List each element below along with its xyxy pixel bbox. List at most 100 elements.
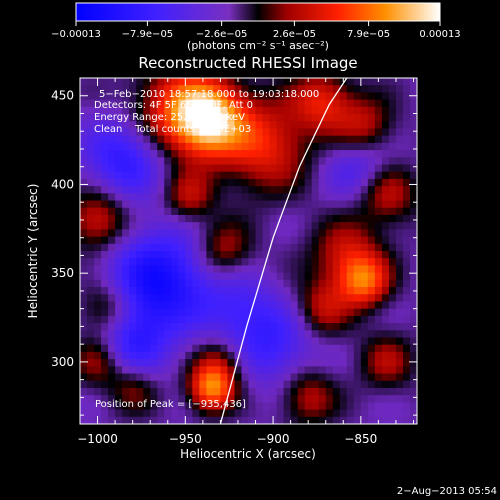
- heatmap-cell: [94, 279, 102, 288]
- heatmap-cell: [206, 294, 214, 303]
- heatmap-cell: [136, 265, 144, 274]
- heatmap-cell: [227, 416, 236, 424]
- heatmap-cell: [150, 402, 158, 411]
- heatmap-cell: [171, 330, 179, 339]
- heatmap-cell: [220, 344, 229, 353]
- heatmap-cell: [339, 359, 348, 367]
- heatmap-cell: [381, 373, 390, 382]
- heatmap-cell: [115, 193, 123, 202]
- heatmap-cell: [150, 128, 158, 137]
- heatmap-cell: [395, 294, 404, 303]
- heatmap-cell: [143, 265, 151, 274]
- heatmap-cell: [388, 106, 397, 115]
- heatmap-cell: [185, 164, 193, 173]
- heatmap-cell: [227, 142, 236, 151]
- heatmap-cell: [353, 85, 362, 94]
- heatmap-cell: [108, 229, 116, 238]
- heatmap-cell: [122, 258, 130, 267]
- heatmap-cell: [353, 387, 362, 396]
- heatmap-cell: [241, 157, 250, 166]
- heatmap-cell: [185, 85, 193, 94]
- heatmap-cell: [143, 337, 151, 346]
- heatmap-cell: [262, 222, 271, 230]
- heatmap-cell: [171, 287, 179, 295]
- heatmap-cell: [213, 409, 222, 418]
- heatmap-cell: [360, 351, 369, 360]
- heatmap-cell: [346, 337, 355, 346]
- heatmap-cell: [108, 380, 116, 389]
- heatmap-cell: [409, 366, 417, 375]
- heatmap-cell: [80, 409, 88, 418]
- heatmap-cell: [80, 222, 88, 230]
- heatmap-cell: [171, 78, 179, 86]
- heatmap-cell: [311, 323, 320, 331]
- heatmap-cell: [346, 178, 355, 187]
- heatmap-cell: [381, 128, 390, 137]
- heatmap-cell: [241, 121, 250, 130]
- heatmap-cell: [206, 387, 214, 396]
- heatmap-cell: [234, 99, 243, 108]
- heatmap-cell: [150, 92, 158, 101]
- heatmap-cell: [115, 416, 123, 424]
- heatmap-cell: [255, 409, 264, 418]
- heatmap-cell: [255, 294, 264, 303]
- heatmap-cell: [220, 351, 229, 360]
- heatmap-cell: [94, 128, 102, 137]
- heatmap-cell: [122, 308, 130, 317]
- heatmap-cell: [150, 121, 158, 130]
- heatmap-cell: [346, 344, 355, 353]
- heatmap-cell: [402, 294, 411, 303]
- heatmap-cell: [171, 236, 179, 245]
- heatmap-cell: [276, 416, 285, 424]
- heatmap-cell: [325, 323, 334, 331]
- heatmap-cell: [255, 142, 264, 151]
- heatmap-cell: [248, 106, 257, 115]
- heatmap-cell: [157, 409, 165, 418]
- heatmap-cell: [339, 409, 348, 418]
- heatmap-cell: [192, 171, 200, 180]
- heatmap-cell: [171, 193, 179, 202]
- heatmap-cell: [171, 380, 179, 389]
- heatmap-cell: [87, 402, 95, 411]
- heatmap-cell: [325, 222, 334, 230]
- heatmap-cell: [374, 99, 383, 108]
- heatmap-cell: [185, 315, 193, 324]
- heatmap-cell: [283, 315, 292, 324]
- heatmap-cell: [227, 200, 236, 209]
- heatmap-cell: [171, 416, 179, 424]
- heatmap-cell: [108, 308, 116, 317]
- heatmap-cell: [206, 78, 214, 86]
- heatmap-cell: [94, 359, 102, 367]
- heatmap-cell: [136, 315, 144, 324]
- heatmap-cell: [136, 323, 144, 331]
- heatmap-cell: [185, 279, 193, 288]
- heatmap-cell: [185, 114, 193, 122]
- heatmap-cell: [185, 150, 193, 158]
- heatmap-cell: [318, 214, 327, 223]
- heatmap-cell: [94, 373, 102, 382]
- heatmap-cell: [87, 114, 95, 122]
- heatmap-cell: [395, 236, 404, 245]
- heatmap-cell: [164, 121, 172, 130]
- heatmap-cell: [80, 416, 88, 424]
- heatmap-cell: [304, 395, 313, 403]
- heatmap-cell: [122, 243, 130, 252]
- heatmap-cell: [346, 236, 355, 245]
- heatmap-cell: [290, 265, 299, 274]
- heatmap-cell: [87, 330, 95, 339]
- heatmap-cell: [206, 121, 214, 130]
- heatmap-cell: [213, 323, 222, 331]
- heatmap-cell: [346, 287, 355, 295]
- heatmap-cell: [108, 193, 116, 202]
- heatmap-cell: [101, 200, 109, 209]
- heatmap-cell: [304, 229, 313, 238]
- heatmap-cell: [185, 200, 193, 209]
- heatmap-cell: [269, 178, 278, 187]
- heatmap-cell: [206, 171, 214, 180]
- heatmap-cell: [255, 99, 264, 108]
- heatmap-cell: [101, 323, 109, 331]
- heatmap-cell: [311, 157, 320, 166]
- heatmap-cell: [94, 186, 102, 194]
- heatmap-cell: [150, 323, 158, 331]
- heatmap-cell: [234, 135, 243, 144]
